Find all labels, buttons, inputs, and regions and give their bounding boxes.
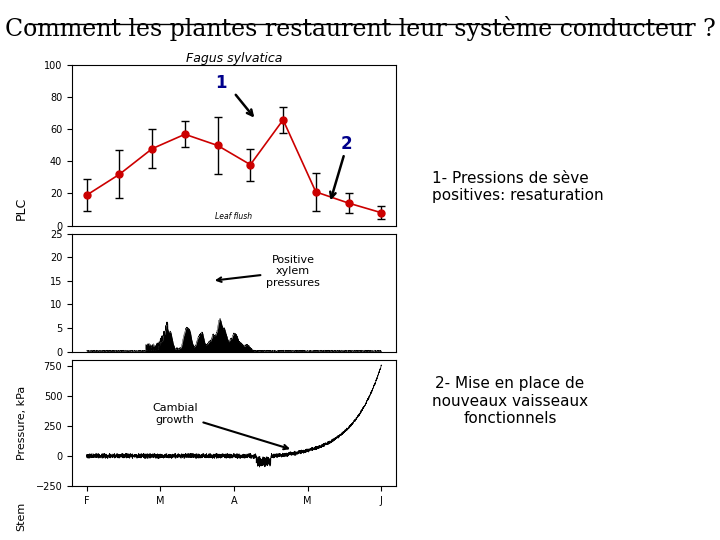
Text: Comment les plantes restaurent leur système conducteur ?: Comment les plantes restaurent leur syst…	[4, 16, 716, 41]
Text: 1: 1	[215, 74, 227, 92]
Text: Cambial
growth: Cambial growth	[152, 403, 288, 449]
Text: Stem: Stem	[17, 502, 27, 531]
Text: 2: 2	[341, 134, 352, 153]
Text: 1- Pressions de sève
positives: resaturation: 1- Pressions de sève positives: resatura…	[432, 171, 603, 203]
Title: Fagus sylvatica: Fagus sylvatica	[186, 52, 282, 65]
Text: PLC: PLC	[15, 197, 28, 220]
Text: Pressure, kPa: Pressure, kPa	[17, 386, 27, 460]
Text: Leaf flush: Leaf flush	[215, 212, 253, 221]
Text: 2- Mise en place de
nouveaux vaisseaux
fonctionnels: 2- Mise en place de nouveaux vaisseaux f…	[432, 376, 588, 426]
Text: Positive
xylem
pressures: Positive xylem pressures	[217, 255, 320, 288]
